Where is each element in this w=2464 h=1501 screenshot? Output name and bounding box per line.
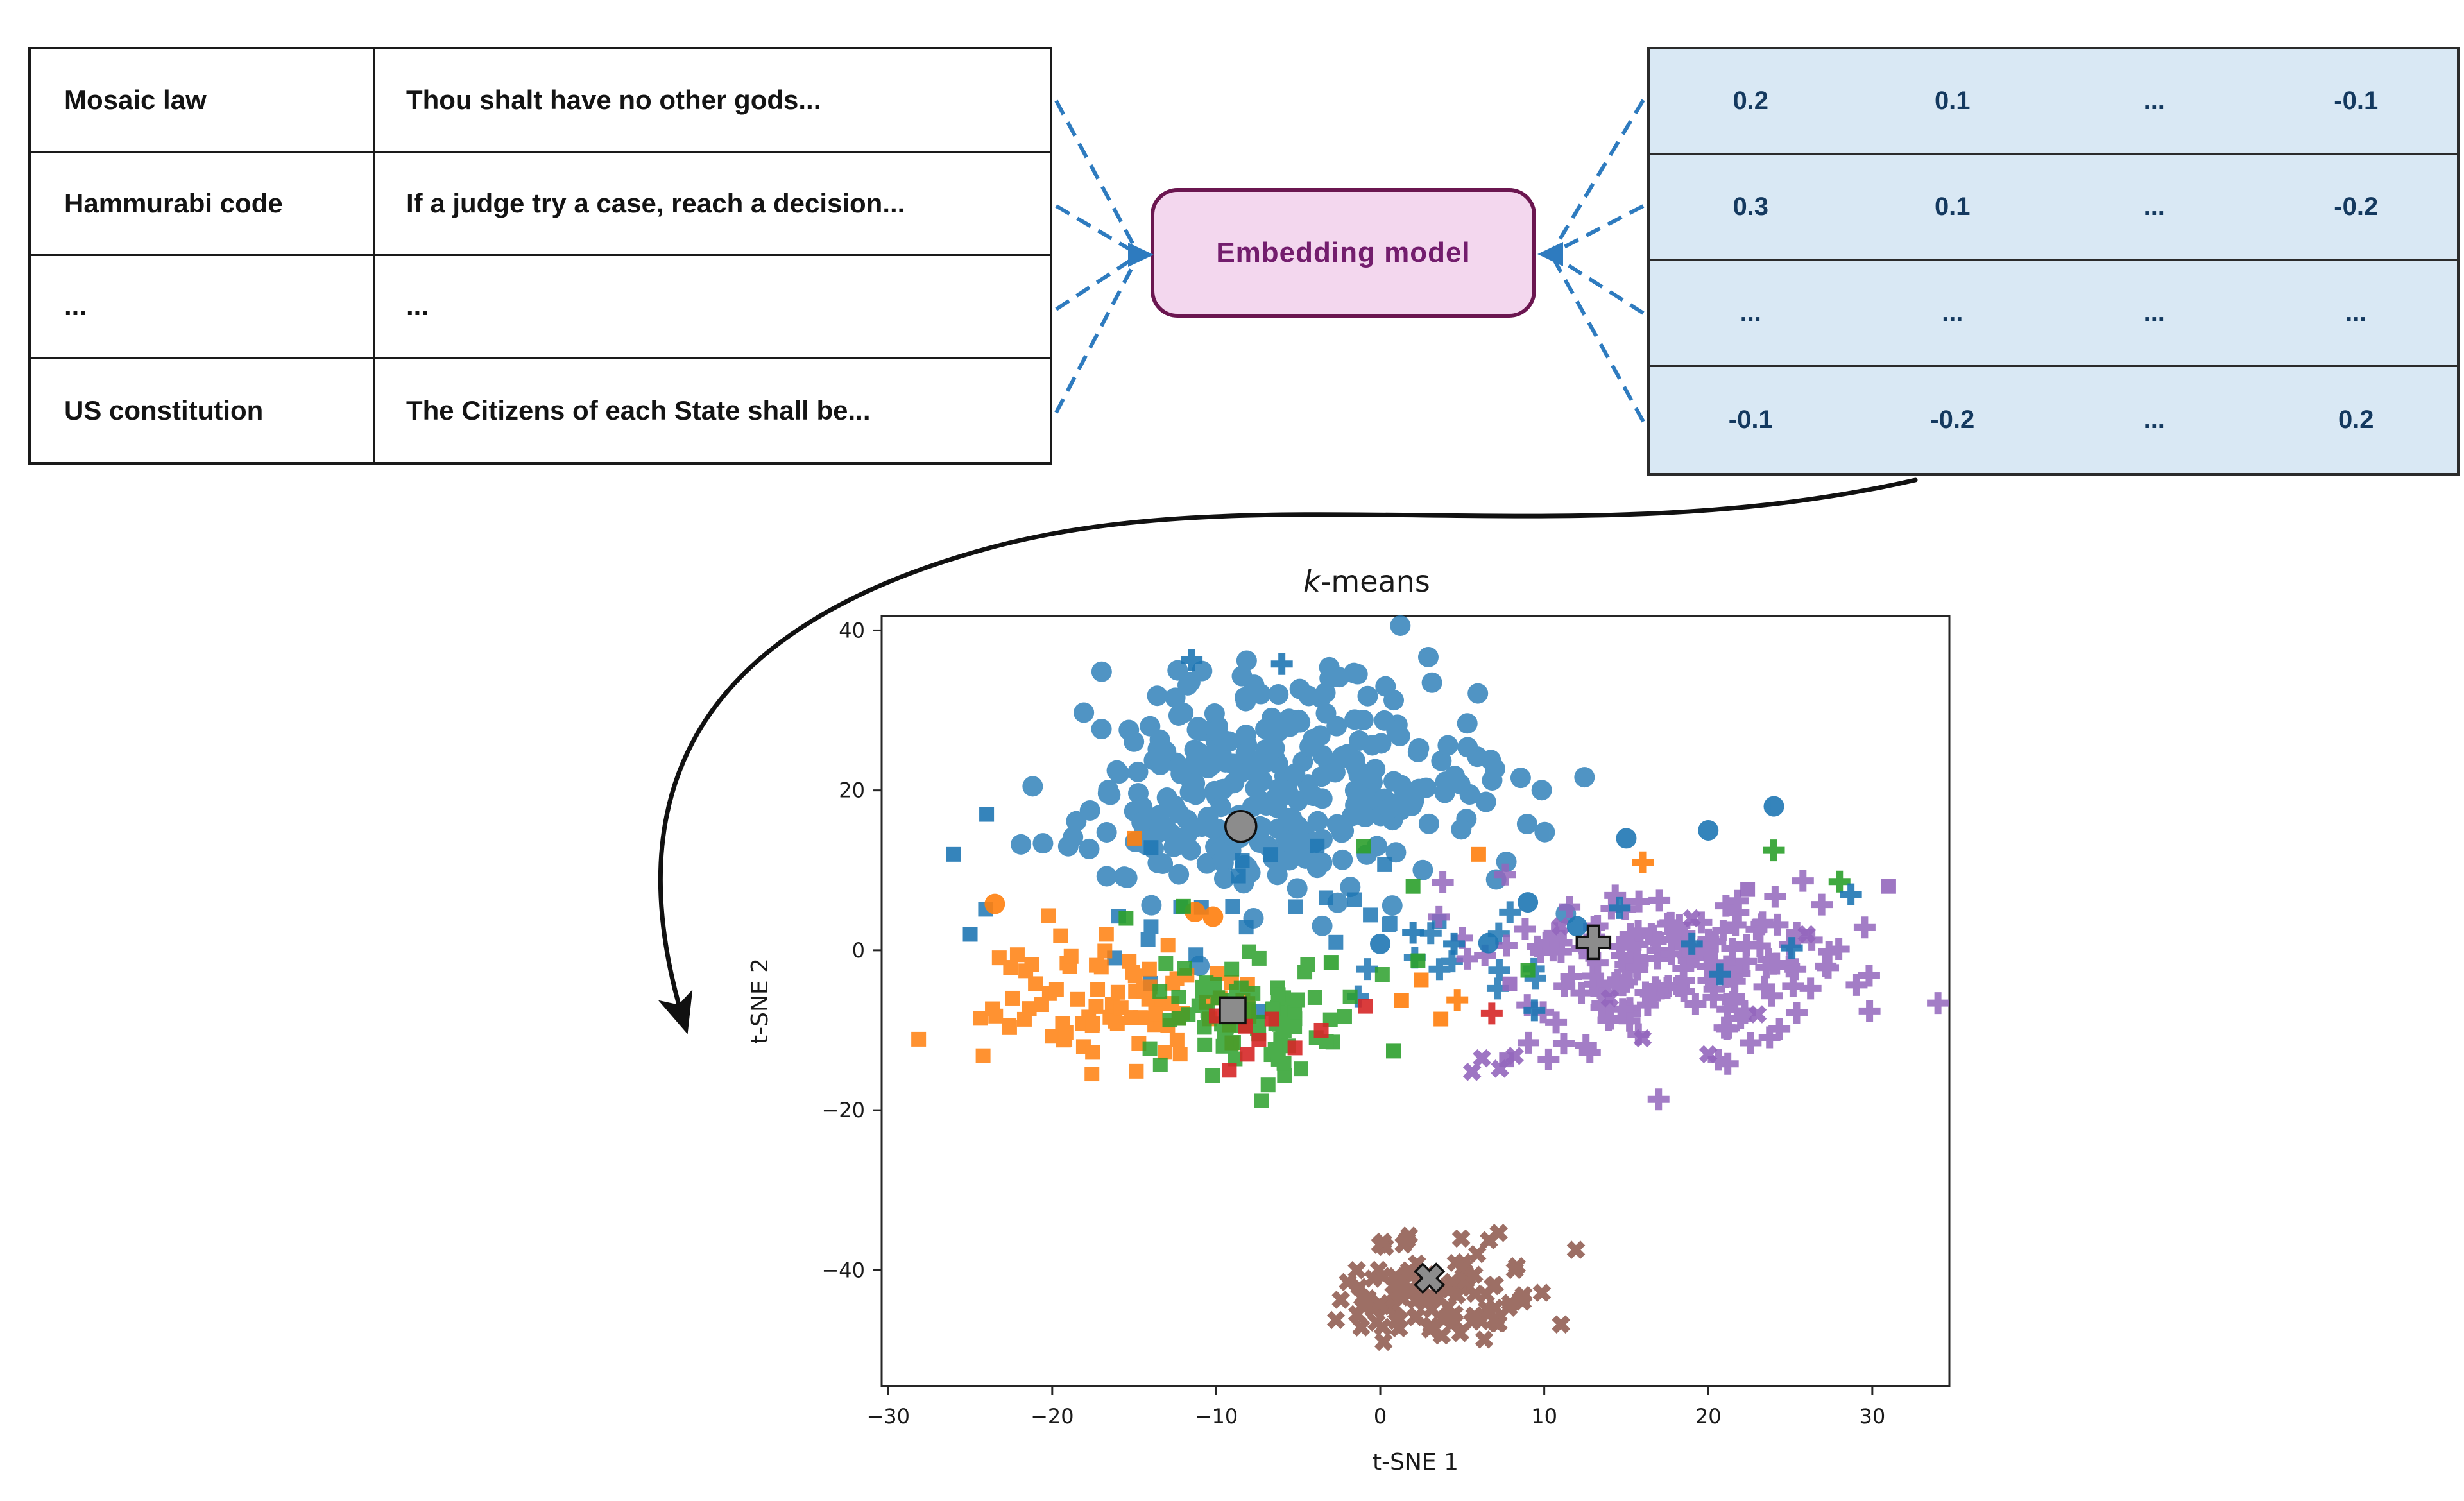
matrix-cell: -0.1	[2255, 49, 2457, 155]
output-arrow-line	[1552, 204, 1645, 255]
input-arrowhead-icon	[1128, 243, 1154, 267]
points-blue-plus-strays	[1181, 649, 1862, 1022]
x-tick-label: 20	[1695, 1404, 1722, 1428]
x-tick-label: 0	[1374, 1404, 1387, 1428]
cluster-centroids	[1219, 809, 1612, 1294]
points-red-squares	[1208, 999, 1373, 1078]
output-arrows	[1551, 99, 1645, 423]
y-tick-label: −20	[821, 1098, 865, 1122]
cluster-blue-squares	[978, 838, 1447, 1019]
x-tick-label: 10	[1531, 1404, 1557, 1428]
input-arrows	[1054, 99, 1139, 414]
kmeans-scatter-chart: −30 −20 −10 0 10 20 30 40 20 0 −20 −40 t-SNE 1 t-SNE …	[747, 564, 1951, 1475]
points-orange-plus	[1446, 851, 1654, 1011]
matrix-to-plot-arrow	[658, 477, 1918, 1034]
points-orange-square-strays	[1127, 830, 1486, 1027]
points-blue-square-strays	[946, 807, 995, 942]
matrix-cell: -0.2	[1930, 406, 1975, 434]
matrix-cell: ...	[1851, 261, 2053, 367]
points-green-square-strays	[1118, 839, 1536, 1059]
matrix-cell: -0.1	[1728, 406, 1773, 434]
doc-excerpt-cell: ...	[375, 256, 1050, 359]
matrix-cell: ...	[1650, 261, 1852, 367]
y-tick-label: 20	[839, 778, 865, 803]
y-tick-label: −40	[821, 1258, 865, 1282]
y-tick-label: 0	[852, 938, 865, 963]
output-arrowhead-icon	[1537, 242, 1563, 266]
matrix-cell: 0.2	[2338, 406, 2374, 434]
y-tick-label: 40	[839, 618, 865, 642]
input-arrow-line	[1055, 204, 1138, 255]
matrix-cell: 0.1	[1851, 155, 2053, 261]
x-tick-label: −10	[1195, 1404, 1238, 1428]
output-arrow-line	[1551, 256, 1645, 423]
points-red-plus	[1480, 1002, 1503, 1025]
doc-excerpt-cell: The Citizens of each State shall be...	[406, 395, 871, 425]
embedding-matrix: 0.2 0.1 ... -0.1 0.3 0.1 ... -0.2 ... ..…	[1647, 47, 2460, 476]
cluster-brown-x	[1326, 1224, 1586, 1351]
points-blue-circle-strays	[1370, 796, 1784, 954]
cluster-blue-plus	[1347, 901, 1546, 1008]
plot-area	[880, 615, 1951, 1387]
matrix-cell: 0.3	[1650, 155, 1852, 261]
input-arrow-line	[1055, 254, 1138, 311]
output-arrow-line	[1551, 99, 1645, 252]
embedding-model-label: Embedding model	[1216, 237, 1471, 268]
matrix-cell: ...	[2053, 155, 2255, 261]
chart-title: k-means	[1303, 564, 1430, 599]
matrix-cell: 0.1	[1851, 49, 2053, 155]
points-purple-squares	[1499, 879, 1896, 1068]
points-orange-circles	[984, 893, 1224, 927]
cluster-purple-plus	[1428, 863, 1949, 1111]
cluster-blue-circles	[1011, 615, 1595, 977]
points-green-plus	[1763, 839, 1851, 893]
y-axis-label: t-SNE 2	[747, 958, 773, 1044]
embedding-model-box: Embedding model	[1151, 188, 1536, 318]
output-arrow-line	[1552, 253, 1645, 315]
cluster-orange-squares	[911, 908, 1257, 1082]
matrix-cell: ...	[2053, 261, 2255, 367]
input-arrow-line	[1054, 99, 1139, 253]
points-purple-x	[1462, 909, 1816, 1081]
cluster-green-squares	[1142, 944, 1390, 1108]
matrix-cell: ...	[2053, 49, 2255, 155]
doc-title-cell: Hammurabi code	[31, 152, 375, 256]
doc-title-cell: ...	[31, 255, 375, 359]
matrix-cell: 0.2	[1650, 49, 1852, 155]
x-tick-label: 30	[1860, 1404, 1886, 1428]
matrix-cell: ...	[2255, 261, 2457, 367]
x-tick-label: −30	[866, 1404, 910, 1428]
matrix-cell: -0.2	[2255, 155, 2457, 261]
input-arrow-line	[1054, 257, 1139, 414]
x-tick-label: −20	[1031, 1404, 1074, 1428]
matrix-cell: ...	[2143, 406, 2165, 434]
doc-excerpt-cell: If a judge try a case, reach a decision.…	[375, 153, 1050, 256]
doc-title-cell: Mosaic law	[31, 49, 375, 153]
source-documents-table: Mosaic law Thou shalt have no other gods…	[28, 47, 1052, 465]
x-axis-label: t-SNE 1	[1373, 1449, 1459, 1475]
doc-title-cell: US constitution	[31, 359, 375, 462]
doc-excerpt-cell: Thou shalt have no other gods...	[375, 49, 1050, 153]
